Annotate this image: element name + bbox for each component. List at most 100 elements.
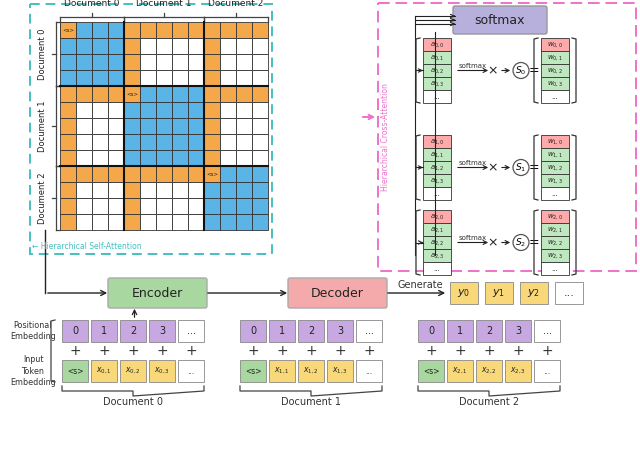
Bar xyxy=(541,90,569,103)
Text: $a_{0,2}$: $a_{0,2}$ xyxy=(429,66,444,75)
Bar xyxy=(172,102,188,118)
Text: +: + xyxy=(305,344,317,358)
Bar xyxy=(220,54,236,70)
Bar xyxy=(204,86,220,102)
Bar xyxy=(447,320,473,342)
Bar xyxy=(204,134,220,150)
Bar xyxy=(92,22,108,38)
Bar xyxy=(356,320,382,342)
Bar xyxy=(252,182,268,198)
Bar xyxy=(92,134,108,150)
Text: $S_1$: $S_1$ xyxy=(515,161,527,174)
Bar xyxy=(252,198,268,214)
Bar xyxy=(505,360,531,382)
Text: $x_{1,1}$: $x_{1,1}$ xyxy=(274,366,290,376)
Bar xyxy=(60,214,76,230)
Bar xyxy=(108,38,124,54)
Bar xyxy=(76,38,92,54)
Text: $w_{0,2}$: $w_{0,2}$ xyxy=(547,66,563,75)
Text: =: = xyxy=(529,161,540,174)
Text: $w_{2,1}$: $w_{2,1}$ xyxy=(547,225,563,234)
Bar xyxy=(188,22,204,38)
Bar xyxy=(220,182,236,198)
Bar xyxy=(140,214,156,230)
Bar xyxy=(423,174,451,187)
Text: $S_0$: $S_0$ xyxy=(515,64,527,77)
Bar xyxy=(541,223,569,236)
Text: ...: ... xyxy=(552,190,558,196)
Bar xyxy=(140,54,156,70)
Bar xyxy=(236,182,252,198)
Bar xyxy=(149,320,175,342)
Bar xyxy=(327,360,353,382)
Text: 2: 2 xyxy=(486,326,492,336)
Text: 1: 1 xyxy=(457,326,463,336)
Bar xyxy=(124,166,140,182)
Bar xyxy=(423,236,451,249)
Text: $a_{2,2}$: $a_{2,2}$ xyxy=(429,238,444,247)
Bar xyxy=(92,118,108,134)
Text: =: = xyxy=(529,64,540,77)
Bar xyxy=(156,70,172,86)
Text: $x_{1,3}$: $x_{1,3}$ xyxy=(332,366,348,376)
Text: 0: 0 xyxy=(72,326,78,336)
Bar xyxy=(62,360,88,382)
Bar xyxy=(76,150,92,166)
Bar xyxy=(156,54,172,70)
Text: 3: 3 xyxy=(159,326,165,336)
Bar xyxy=(76,70,92,86)
Bar xyxy=(60,150,76,166)
Bar xyxy=(188,86,204,102)
Bar xyxy=(269,360,295,382)
Bar xyxy=(124,102,140,118)
Text: +: + xyxy=(185,344,197,358)
Bar xyxy=(236,214,252,230)
Text: =: = xyxy=(529,236,540,249)
Bar xyxy=(298,320,324,342)
Bar xyxy=(236,38,252,54)
Text: ...: ... xyxy=(543,366,550,376)
Bar xyxy=(156,198,172,214)
Bar xyxy=(140,198,156,214)
Bar xyxy=(156,134,172,150)
Text: +: + xyxy=(247,344,259,358)
Bar xyxy=(124,118,140,134)
Bar xyxy=(220,38,236,54)
Bar xyxy=(534,360,560,382)
Bar xyxy=(220,22,236,38)
Bar xyxy=(172,118,188,134)
Text: 1: 1 xyxy=(101,326,107,336)
Text: $x_{2,1}$: $x_{2,1}$ xyxy=(452,366,468,376)
Bar xyxy=(236,86,252,102)
Text: Input
Token
Embedding: Input Token Embedding xyxy=(10,355,56,387)
Text: $a_{0,1}$: $a_{0,1}$ xyxy=(429,53,444,62)
Bar xyxy=(188,134,204,150)
Bar xyxy=(76,86,92,102)
Text: <s>: <s> xyxy=(62,28,74,32)
Bar xyxy=(236,22,252,38)
Bar xyxy=(423,51,451,64)
Text: softmax: softmax xyxy=(475,13,525,26)
Bar xyxy=(92,150,108,166)
Bar xyxy=(156,166,172,182)
Bar xyxy=(220,150,236,166)
Bar xyxy=(541,187,569,200)
Bar xyxy=(60,54,76,70)
Bar xyxy=(188,214,204,230)
Text: Decoder: Decoder xyxy=(311,286,364,300)
Text: $x_{0,3}$: $x_{0,3}$ xyxy=(154,366,170,376)
Bar xyxy=(178,320,204,342)
Text: +: + xyxy=(334,344,346,358)
Text: +: + xyxy=(276,344,288,358)
Text: +: + xyxy=(156,344,168,358)
Bar xyxy=(541,38,569,51)
Bar xyxy=(356,360,382,382)
Bar xyxy=(188,118,204,134)
Bar xyxy=(541,262,569,275)
Bar xyxy=(76,134,92,150)
Bar xyxy=(108,54,124,70)
Bar xyxy=(423,64,451,77)
Text: <s>: <s> xyxy=(423,366,439,376)
Bar xyxy=(505,320,531,342)
Bar xyxy=(172,150,188,166)
